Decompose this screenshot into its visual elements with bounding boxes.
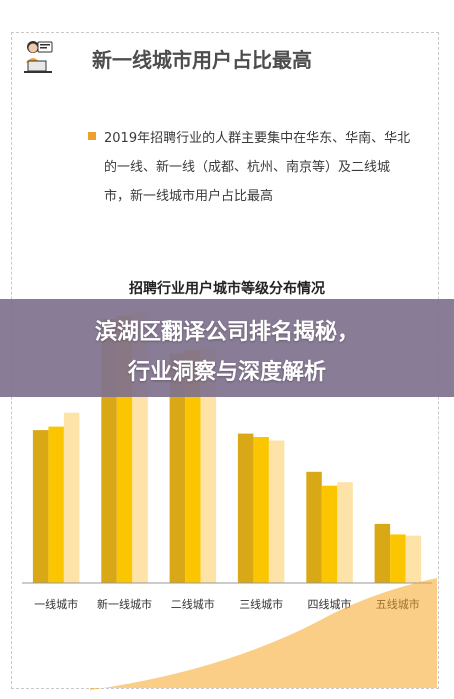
x-tick-label: 新一线城市 <box>97 597 152 611</box>
headline-banner: 滨湖区翻译公司排名揭秘， 行业洞察与深度解析 <box>0 299 454 397</box>
x-tick-label: 一线城市 <box>34 597 78 611</box>
bar-series1-6 <box>374 523 391 583</box>
person-laptop-icon <box>24 41 53 73</box>
bar-series2-4 <box>253 437 269 583</box>
banner-line-2: 行业洞察与深度解析 <box>127 360 326 385</box>
bar-series2-3 <box>185 350 201 583</box>
bar-series3-3 <box>200 346 217 583</box>
summary-text: 2019年招聘行业的人群主要集中在华东、华南、华北的一线、新一线（成都、杭州、南… <box>104 131 411 204</box>
bar-series3-1 <box>63 412 80 583</box>
bar-series1-5 <box>306 471 322 583</box>
bar-series2-5 <box>321 485 338 583</box>
bar-series2-1 <box>48 426 64 583</box>
bar-series3-6 <box>405 535 422 583</box>
x-tick-label: 二线城市 <box>171 597 215 611</box>
chart-title: 招聘行业用户城市等级分布情况 <box>129 281 325 297</box>
bullet-marker <box>88 132 96 140</box>
bar-series2-6 <box>390 534 406 583</box>
bar-series1-3 <box>169 353 186 583</box>
banner-line-1: 滨湖区翻译公司排名揭秘， <box>94 320 359 345</box>
x-tick-label: 三线城市 <box>239 597 283 611</box>
page-title: 新一线城市用户占比最高 <box>92 48 312 72</box>
decorative-wave <box>90 578 437 690</box>
bar-series1-1 <box>32 430 49 583</box>
x-tick-label: 四线城市 <box>308 597 352 611</box>
bar-series3-5 <box>337 482 353 583</box>
bar-series1-4 <box>237 433 254 583</box>
bar-series3-4 <box>268 440 285 583</box>
